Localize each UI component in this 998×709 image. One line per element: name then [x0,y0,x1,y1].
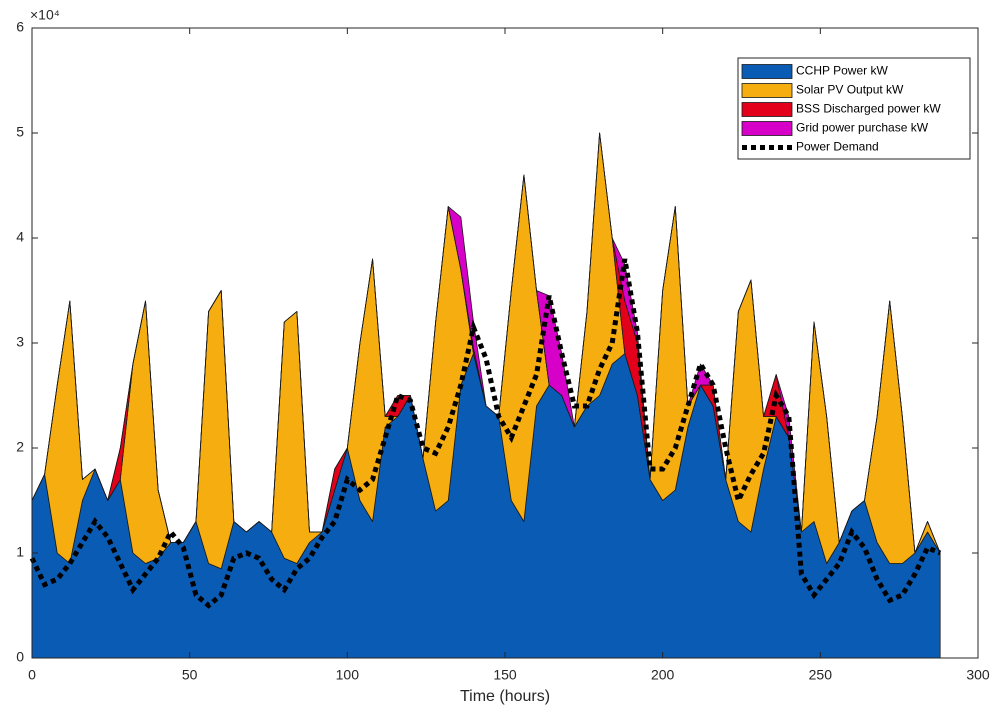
x-tick-label: 100 [336,667,360,683]
legend: CCHP Power kW Solar PV Output kW BSS Disch… [737,57,971,160]
y-exponent: ×10⁴ [30,7,60,23]
x-tick-label: 200 [651,667,675,683]
x-tick-label: 300 [966,667,990,683]
legend-label: BSS Discharged power kW [796,102,941,116]
legend-label: Solar PV Output kW [796,83,904,97]
x-tick-label: 0 [28,667,36,683]
legend-label: CCHP Power kW [796,64,888,78]
y-tick-label: 1 [16,544,24,560]
legend-swatch [741,121,793,136]
y-tick-label: 6 [16,19,24,35]
y-tick-label: 5 [16,124,24,140]
demand-line [29,258,942,609]
legend-swatch [741,83,793,98]
x-tick-label: 250 [809,667,833,683]
y-tick-label: 4 [16,229,24,245]
y-tick-label: 0 [16,649,24,665]
x-tick-label: 50 [182,667,198,683]
legend-swatch [741,102,793,117]
x-axis-label: Time (hours) [460,688,550,705]
legend-swatch [741,64,793,79]
legend-label: Grid power purchase kW [796,121,929,135]
y-tick-label: 2 [16,439,24,455]
y-tick-label: 3 [16,334,24,350]
x-tick-label: 150 [493,667,517,683]
legend-label: Power Demand [796,140,879,154]
